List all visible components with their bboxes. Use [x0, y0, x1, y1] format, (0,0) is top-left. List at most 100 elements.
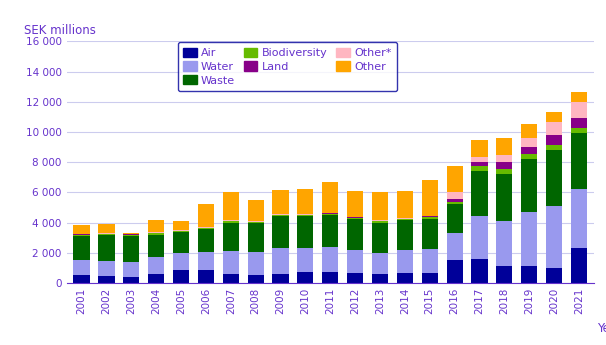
Bar — [546, 122, 562, 135]
Bar — [98, 261, 115, 276]
Bar — [447, 199, 463, 202]
Bar — [322, 215, 338, 247]
Bar — [123, 236, 139, 262]
Bar — [447, 204, 463, 233]
Bar — [73, 275, 90, 283]
Bar — [397, 250, 413, 273]
Bar — [347, 217, 363, 218]
Bar — [447, 192, 463, 199]
Bar — [198, 228, 214, 229]
Text: Year: Year — [597, 322, 606, 335]
Bar — [571, 118, 587, 128]
Bar — [422, 216, 438, 217]
Bar — [273, 217, 288, 248]
Bar — [98, 276, 115, 283]
Bar — [73, 260, 90, 275]
Text: SEK millions: SEK millions — [24, 23, 96, 37]
Bar — [322, 214, 338, 215]
Bar — [198, 252, 214, 270]
Bar — [422, 217, 438, 219]
Bar — [471, 217, 488, 259]
Bar — [496, 138, 513, 155]
Bar — [248, 252, 264, 275]
Bar — [298, 217, 313, 248]
Bar — [173, 230, 189, 231]
Bar — [571, 248, 587, 283]
Bar — [496, 169, 513, 174]
Bar — [123, 235, 139, 236]
Bar — [198, 227, 214, 228]
Bar — [223, 251, 239, 274]
Bar — [471, 259, 488, 283]
Bar — [223, 221, 239, 223]
Bar — [397, 273, 413, 283]
Bar — [322, 247, 338, 272]
Bar — [546, 206, 562, 268]
Bar — [248, 223, 264, 252]
Bar — [273, 248, 288, 274]
Bar — [372, 274, 388, 283]
Bar — [372, 221, 388, 223]
Bar — [397, 219, 413, 220]
Bar — [98, 233, 115, 234]
Bar — [372, 220, 388, 221]
Bar — [123, 262, 139, 277]
Bar — [98, 234, 115, 235]
Legend: Air, Water, Waste, Biodiversity, Land, Other*, Other: Air, Water, Waste, Biodiversity, Land, O… — [178, 42, 397, 91]
Bar — [173, 220, 189, 230]
Bar — [546, 268, 562, 283]
Bar — [571, 92, 587, 102]
Bar — [571, 134, 587, 189]
Bar — [223, 192, 239, 220]
Bar — [521, 159, 538, 212]
Bar — [223, 223, 239, 251]
Bar — [422, 273, 438, 283]
Bar — [397, 190, 413, 218]
Bar — [521, 212, 538, 266]
Bar — [298, 215, 313, 217]
Bar — [148, 233, 164, 235]
Bar — [347, 219, 363, 250]
Bar — [148, 274, 164, 283]
Bar — [521, 266, 538, 283]
Bar — [521, 138, 538, 147]
Bar — [198, 229, 214, 252]
Bar — [571, 189, 587, 248]
Bar — [98, 224, 115, 233]
Bar — [471, 171, 488, 217]
Bar — [173, 231, 189, 232]
Bar — [223, 220, 239, 221]
Bar — [298, 189, 313, 214]
Bar — [248, 200, 264, 221]
Bar — [198, 204, 214, 227]
Bar — [546, 135, 562, 145]
Bar — [273, 214, 288, 215]
Bar — [273, 190, 288, 214]
Bar — [397, 220, 413, 250]
Bar — [422, 249, 438, 273]
Bar — [73, 236, 90, 260]
Bar — [496, 155, 513, 162]
Bar — [397, 218, 413, 219]
Bar — [123, 233, 139, 234]
Bar — [447, 260, 463, 283]
Bar — [571, 128, 587, 134]
Bar — [347, 191, 363, 217]
Bar — [546, 145, 562, 150]
Bar — [173, 232, 189, 254]
Bar — [148, 235, 164, 257]
Bar — [123, 277, 139, 283]
Bar — [173, 254, 189, 270]
Bar — [546, 150, 562, 206]
Bar — [273, 215, 288, 217]
Bar — [447, 233, 463, 260]
Bar — [447, 202, 463, 204]
Bar — [273, 274, 288, 283]
Bar — [521, 147, 538, 154]
Bar — [496, 162, 513, 169]
Bar — [372, 253, 388, 274]
Bar — [98, 235, 115, 261]
Bar — [521, 125, 538, 138]
Bar — [198, 270, 214, 283]
Bar — [73, 225, 90, 234]
